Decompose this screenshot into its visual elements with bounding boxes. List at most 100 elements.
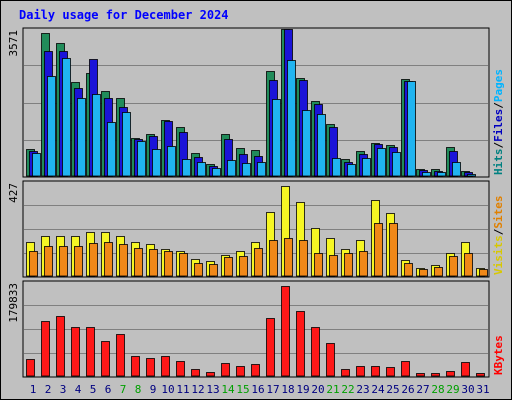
bar-kbytes-day-14 — [221, 363, 230, 377]
day-label-25: 25 — [386, 383, 399, 396]
legend-entry: Files — [492, 109, 505, 142]
day-label-6: 6 — [105, 383, 112, 396]
bar-sites-day-28 — [434, 267, 443, 277]
bar-kbytes-day-4 — [71, 327, 80, 377]
bar-sites-day-6 — [104, 242, 113, 277]
bar-kbytes-day-20 — [311, 327, 320, 377]
y-max-label: 3571 — [7, 30, 20, 57]
bar-sites-day-8 — [134, 248, 143, 277]
bar-kbytes-day-26 — [401, 361, 410, 377]
bar-kbytes-day-5 — [86, 327, 95, 377]
panel-1: 3571 Hits/Files/Pages — [7, 27, 505, 178]
bar-pages-day-11 — [182, 159, 191, 177]
bar-pages-day-26 — [407, 81, 416, 177]
bar-sites-day-16 — [254, 248, 263, 277]
bar-pages-day-2 — [47, 76, 56, 177]
bar-kbytes-day-28 — [431, 373, 440, 377]
bar-sites-day-24 — [374, 223, 383, 277]
bar-sites-day-26 — [404, 263, 413, 277]
bar-sites-day-7 — [119, 244, 128, 277]
day-label-10: 10 — [161, 383, 174, 396]
bar-pages-day-18 — [287, 60, 296, 177]
legend-entry: Hits — [492, 149, 505, 176]
bar-sites-day-1 — [29, 251, 38, 277]
bar-pages-day-27 — [422, 172, 431, 177]
bar-kbytes-day-7 — [116, 334, 125, 377]
bar-kbytes-day-13 — [206, 372, 215, 377]
bar-kbytes-day-3 — [56, 316, 65, 377]
bar-pages-day-8 — [137, 141, 146, 177]
bar-pages-day-28 — [437, 172, 446, 177]
bar-kbytes-day-31 — [476, 373, 485, 377]
day-label-24: 24 — [371, 383, 385, 396]
day-label-7: 7 — [120, 383, 127, 396]
bar-kbytes-day-1 — [26, 359, 35, 377]
day-label-16: 16 — [251, 383, 264, 396]
bar-pages-day-25 — [392, 152, 401, 177]
bar-pages-day-4 — [77, 98, 86, 177]
bar-pages-day-1 — [32, 153, 41, 177]
y-max-label: 179833 — [7, 283, 20, 323]
bar-kbytes-day-15 — [236, 366, 245, 377]
bar-pages-day-7 — [122, 112, 131, 177]
day-label-19: 19 — [296, 383, 309, 396]
day-label-26: 26 — [401, 383, 414, 396]
bar-pages-day-19 — [302, 110, 311, 177]
bar-sites-day-20 — [314, 253, 323, 277]
chart-title: Daily usage for December 2024 — [19, 8, 229, 22]
bar-sites-day-19 — [299, 240, 308, 277]
panel-legend: KBytes — [492, 335, 505, 375]
day-label-20: 20 — [311, 383, 324, 396]
legend-entry: / — [492, 142, 505, 149]
bar-pages-day-3 — [62, 58, 71, 177]
day-label-14: 14 — [221, 383, 235, 396]
bar-pages-day-15 — [242, 163, 251, 177]
bar-sites-day-2 — [44, 246, 53, 277]
day-label-9: 9 — [150, 383, 157, 396]
bar-kbytes-day-18 — [281, 286, 290, 377]
bar-kbytes-day-27 — [416, 373, 425, 377]
bar-pages-day-24 — [377, 148, 386, 177]
legend-entry: Visits — [492, 235, 505, 275]
day-label-31: 31 — [476, 383, 489, 396]
bar-sites-day-27 — [419, 269, 428, 277]
bar-sites-day-21 — [329, 255, 338, 277]
day-label-23: 23 — [356, 383, 369, 396]
panel-legend: Hits/Files/Pages — [492, 69, 505, 175]
day-label-29: 29 — [446, 383, 459, 396]
bar-kbytes-day-6 — [101, 341, 110, 377]
day-label-17: 17 — [266, 383, 279, 396]
bar-sites-day-9 — [149, 249, 158, 277]
panel-2: 427 Visits/Sites — [7, 180, 505, 278]
bar-pages-day-29 — [452, 162, 461, 177]
day-label-1: 1 — [30, 383, 37, 396]
day-label-4: 4 — [75, 383, 82, 396]
day-label-8: 8 — [135, 383, 142, 396]
bar-kbytes-day-11 — [176, 361, 185, 377]
bar-sites-day-23 — [359, 251, 368, 277]
bar-kbytes-day-12 — [191, 369, 200, 377]
bar-sites-day-11 — [179, 253, 188, 277]
day-label-5: 5 — [90, 383, 97, 396]
bar-sites-day-3 — [59, 246, 68, 277]
day-label-13: 13 — [206, 383, 219, 396]
bar-pages-day-10 — [167, 146, 176, 177]
bar-pages-day-9 — [152, 149, 161, 177]
bar-pages-day-6 — [107, 122, 116, 177]
bar-sites-day-22 — [344, 253, 353, 277]
bar-pages-day-23 — [362, 158, 371, 177]
bar-sites-day-12 — [194, 263, 203, 277]
bar-pages-day-13 — [212, 168, 221, 177]
bar-kbytes-day-30 — [461, 362, 470, 377]
day-label-21: 21 — [326, 383, 339, 396]
day-label-18: 18 — [281, 383, 294, 396]
series-kbytes — [26, 286, 485, 377]
day-label-27: 27 — [416, 383, 429, 396]
day-label-2: 2 — [45, 383, 52, 396]
legend-entry: Sites — [492, 196, 505, 229]
bar-kbytes-day-24 — [371, 366, 380, 377]
day-label-30: 30 — [461, 383, 474, 396]
day-label-28: 28 — [431, 383, 444, 396]
bar-sites-day-5 — [89, 243, 98, 277]
